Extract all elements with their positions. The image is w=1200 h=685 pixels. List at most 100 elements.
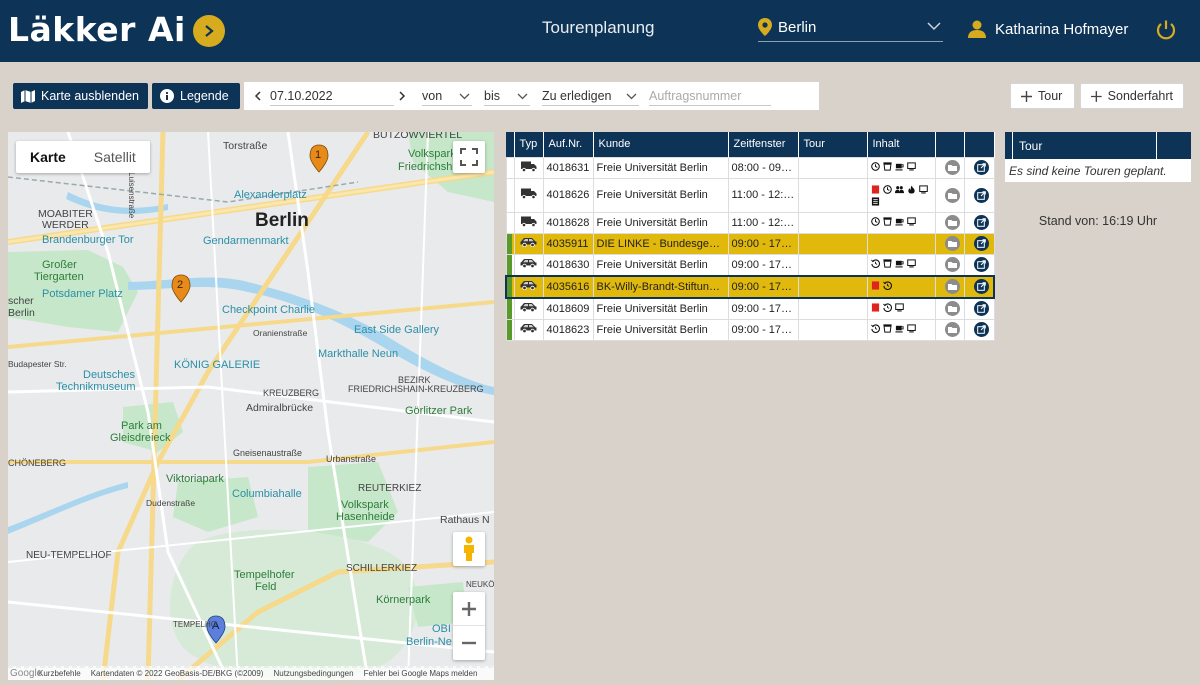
order-number-cell: 4018609 (542, 297, 594, 320)
street-view-button[interactable] (453, 532, 485, 566)
column-header-content[interactable]: Inhalt (867, 132, 936, 157)
map-label: Potsdamer Platz (42, 288, 123, 300)
tab-satellite[interactable]: Satellit (93, 149, 136, 165)
cup-icon (882, 216, 892, 226)
open-order-button[interactable] (973, 257, 989, 272)
status-bar (505, 232, 515, 255)
expand-menu-button[interactable] (193, 15, 225, 47)
minus-icon (462, 641, 476, 645)
folder-button[interactable] (944, 187, 960, 203)
open-order-button[interactable] (973, 322, 989, 337)
terms-link[interactable]: Nutzungsbedingungen (273, 668, 354, 678)
folder-button[interactable] (944, 279, 960, 294)
order-row[interactable]: 4018609 Freie Universität Berlin 09:00 - 1… (505, 297, 995, 320)
add-special-trip-button[interactable]: Sonderfahrt (1080, 83, 1184, 109)
car-icon (520, 324, 537, 334)
report-error-link[interactable]: Fehler bei Google Maps melden (363, 668, 478, 678)
map-label: Tempelhofer (234, 569, 295, 581)
content-cell (866, 156, 936, 179)
order-number-input[interactable]: Auftragsnummer (649, 86, 771, 106)
order-number-cell: 4018623 (542, 318, 594, 341)
car-icon (520, 259, 537, 269)
map-marker-1[interactable] (309, 144, 329, 173)
table-header-row: Typ Auf.Nr. Kunde Zeitfenster Tour Inhal… (506, 132, 995, 157)
tour-cell (797, 318, 868, 341)
time-window-cell: 09:00 - 17:00 (727, 274, 799, 299)
tour-cell (797, 156, 868, 179)
column-header-order-number[interactable]: Auf.Nr. (543, 132, 594, 157)
tour-cell (797, 177, 868, 213)
cup-icon (882, 161, 892, 171)
column-header-tour[interactable]: Tour (798, 132, 868, 157)
status-bar (505, 211, 515, 234)
tour-column-header[interactable]: Tour (1013, 132, 1157, 159)
map-label: Tiergarten (34, 271, 84, 283)
date-input[interactable]: 07.10.2022 (270, 86, 394, 106)
add-tour-button[interactable]: Tour (1010, 83, 1075, 109)
open-order-button[interactable] (973, 160, 989, 175)
map-label: WERDER (42, 219, 89, 231)
status-bar (505, 253, 515, 276)
folder-button[interactable] (944, 160, 960, 175)
orders-table: Typ Auf.Nr. Kunde Zeitfenster Tour Inhal… (505, 132, 995, 341)
map-label: KREUZBERG (263, 388, 320, 398)
order-row[interactable]: 4018623 Freie Universität Berlin 09:00 - 1… (505, 318, 995, 341)
folder-button[interactable] (944, 322, 960, 337)
legend-button[interactable]: Legende (152, 83, 240, 109)
column-header-folder (935, 132, 965, 157)
open-order-button[interactable] (973, 215, 989, 230)
time-to-select[interactable]: bis (484, 86, 530, 106)
order-row[interactable]: 4018626 Freie Universität Berlin 11:00 - 1… (505, 177, 995, 213)
order-row[interactable]: 4018631 Freie Universität Berlin 08:00 - 0… (505, 156, 995, 179)
map-label: Torstraße (223, 140, 268, 152)
zoom-controls (453, 592, 485, 660)
column-header-time-window[interactable]: Zeitfenster (728, 132, 799, 157)
legend-label: Legende (180, 89, 229, 103)
folder-icon (947, 241, 957, 247)
column-header-type[interactable]: Typ (514, 132, 544, 157)
zoom-in-button[interactable] (453, 592, 485, 626)
open-order-button[interactable] (973, 301, 989, 316)
marker-2-label: 2 (177, 279, 184, 291)
type-cell (513, 253, 544, 276)
keyboard-shortcuts-link[interactable]: Kurzbefehle (38, 668, 81, 678)
display-icon (906, 161, 916, 170)
order-row[interactable]: 4018628 Freie Universität Berlin 11:00 - 1… (505, 211, 995, 234)
map-view[interactable]: 1 2 A BÜTZOWVIERTEL Torstraße Volkspark … (8, 132, 494, 680)
map-label: Körnerpark (376, 594, 431, 606)
open-external-icon (976, 325, 986, 334)
map-marker-2[interactable] (171, 274, 191, 303)
map-label: CHÖNEBERG (8, 458, 67, 468)
tab-map[interactable]: Karte (30, 149, 66, 165)
map-type-tabs: Karte Satellit (16, 141, 150, 173)
fullscreen-button[interactable] (453, 141, 485, 173)
power-icon[interactable] (1155, 19, 1177, 41)
map-label: East Side Gallery (354, 324, 439, 336)
previous-day-icon[interactable] (254, 91, 261, 101)
order-number-cell: 4018630 (542, 253, 594, 276)
map-label: scher (8, 295, 34, 307)
user-name: Katharina Hofmayer (995, 21, 1129, 38)
folder-button[interactable] (944, 301, 960, 316)
folder-button[interactable] (944, 257, 960, 272)
folder-cell (934, 297, 965, 320)
open-order-button[interactable] (973, 187, 989, 203)
time-window-cell: 11:00 - 12:00 (727, 211, 799, 234)
status-select[interactable]: Zu erledigen (542, 86, 639, 106)
column-header-customer[interactable]: Kunde (593, 132, 729, 157)
folder-button[interactable] (944, 215, 960, 230)
zoom-out-button[interactable] (453, 626, 485, 660)
open-order-button[interactable] (973, 279, 989, 294)
folder-button[interactable] (944, 236, 960, 251)
next-day-icon[interactable] (399, 91, 406, 101)
open-order-button[interactable] (973, 236, 989, 251)
map-data-text: Kartendaten © 2022 GeoBasis-DE/BKG (©200… (90, 668, 264, 678)
map-marker-a[interactable] (206, 615, 226, 644)
order-row[interactable]: 4018630 Freie Universität Berlin 09:00 - 1… (505, 253, 995, 276)
car-icon (520, 281, 537, 291)
time-from-select[interactable]: von (422, 86, 472, 106)
hide-map-button[interactable]: Karte ausblenden (13, 83, 148, 109)
city-select[interactable]: Berlin (758, 16, 943, 42)
